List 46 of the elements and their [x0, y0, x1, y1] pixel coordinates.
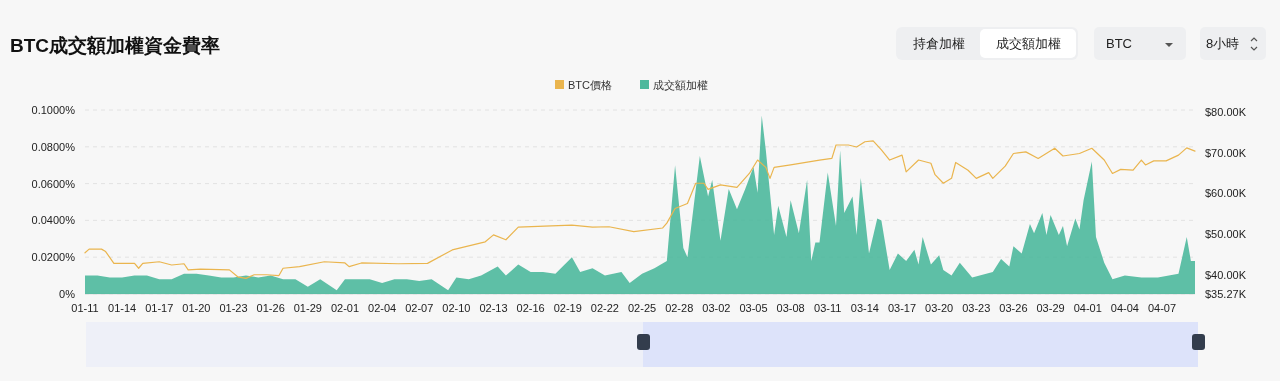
- x-tick-label: 02-07: [405, 302, 434, 314]
- x-tick-label: 02-01: [330, 302, 360, 314]
- x-tick-label: 01-20: [182, 302, 211, 314]
- y-tick-label: 0.0400%: [31, 214, 76, 227]
- y2-tick-label: $60.00K: [1205, 187, 1247, 200]
- x-tick-label: 04-01: [1073, 302, 1102, 314]
- x-tick-label: 02-13: [479, 302, 508, 314]
- x-tick-label: 03-02: [702, 302, 731, 314]
- x-tick-label: 02-28: [665, 302, 694, 314]
- y-tick-label: 0.0200%: [31, 251, 76, 264]
- x-tick-label: 01-29: [293, 302, 322, 314]
- x-tick-label: 01-26: [256, 302, 285, 314]
- x-tick-label: 01-14: [108, 302, 137, 314]
- x-tick-label: 04-04: [1110, 302, 1139, 314]
- x-tick-label: 02-04: [368, 302, 397, 314]
- y-tick-label: 0.0800%: [31, 140, 76, 153]
- x-tick-label: 02-25: [627, 302, 657, 314]
- x-tick-label: 03-05: [739, 302, 768, 314]
- x-tick-label: 03-14: [850, 302, 879, 314]
- x-tick-label: 02-10: [442, 302, 471, 314]
- legend-label: 成交額加權: [653, 79, 708, 91]
- x-tick-label: 02-22: [590, 302, 619, 314]
- x-tick-label: 02-19: [553, 302, 582, 314]
- x-tick-label: 03-29: [1036, 302, 1065, 314]
- y2-tick-label: $70.00K: [1205, 146, 1247, 159]
- x-tick-label: 01-17: [145, 302, 174, 314]
- chart-title: BTC成交額加權資金費率: [10, 35, 221, 56]
- x-tick-label: 03-23: [962, 302, 991, 314]
- y2-tick-label: $80.00K: [1205, 106, 1247, 119]
- y-tick-label: 0.0600%: [31, 177, 76, 190]
- y2-tick-label: $50.00K: [1205, 228, 1247, 241]
- controls: 持倉加權 成交額加權 BTC 8小時: [896, 27, 1266, 60]
- x-tick-label: 01-23: [219, 302, 248, 314]
- x-tick-label: 03-11: [814, 302, 842, 314]
- legend-label: BTC價格: [568, 79, 612, 91]
- y2-tick-label: $40.00K: [1205, 268, 1247, 281]
- y-tick-label: 0%: [59, 288, 76, 300]
- x-tick-label: 03-20: [925, 302, 954, 314]
- x-tick-label: 03-17: [887, 302, 917, 314]
- y-tick-label: 0.1000%: [31, 104, 76, 116]
- x-tick-label: 02-16: [516, 302, 545, 314]
- x-tick-label: 03-08: [776, 302, 805, 314]
- x-tick-label: 03-26: [999, 302, 1028, 314]
- y2-tick-label: $35.27K: [1205, 288, 1247, 300]
- x-tick-label: 04-07: [1147, 302, 1177, 314]
- x-tick-label: 01-11: [71, 302, 99, 314]
